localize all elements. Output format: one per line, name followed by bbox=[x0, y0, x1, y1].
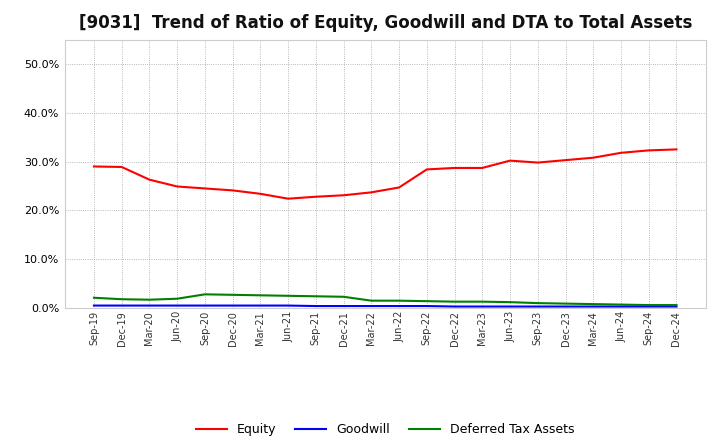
Goodwill bbox=[173, 303, 181, 308]
Goodwill bbox=[644, 304, 653, 309]
Goodwill bbox=[89, 303, 98, 308]
Equity bbox=[395, 185, 403, 190]
Goodwill bbox=[505, 304, 514, 309]
Legend: Equity, Goodwill, Deferred Tax Assets: Equity, Goodwill, Deferred Tax Assets bbox=[191, 418, 580, 440]
Deferred Tax Assets bbox=[616, 302, 625, 307]
Goodwill bbox=[534, 304, 542, 309]
Deferred Tax Assets bbox=[672, 302, 681, 308]
Goodwill bbox=[117, 303, 126, 308]
Equity bbox=[589, 155, 598, 160]
Goodwill bbox=[478, 304, 487, 309]
Equity bbox=[644, 148, 653, 153]
Deferred Tax Assets bbox=[505, 300, 514, 305]
Goodwill bbox=[201, 303, 210, 308]
Deferred Tax Assets bbox=[367, 298, 376, 303]
Equity bbox=[616, 150, 625, 155]
Deferred Tax Assets bbox=[589, 301, 598, 307]
Goodwill bbox=[367, 304, 376, 309]
Equity bbox=[173, 184, 181, 189]
Equity bbox=[339, 193, 348, 198]
Equity bbox=[284, 196, 292, 202]
Goodwill bbox=[395, 304, 403, 309]
Deferred Tax Assets bbox=[89, 295, 98, 301]
Equity bbox=[505, 158, 514, 163]
Equity bbox=[228, 188, 237, 193]
Deferred Tax Assets bbox=[339, 294, 348, 299]
Deferred Tax Assets bbox=[450, 299, 459, 304]
Equity bbox=[145, 177, 154, 182]
Equity bbox=[89, 164, 98, 169]
Goodwill bbox=[312, 304, 320, 309]
Deferred Tax Assets bbox=[228, 292, 237, 297]
Deferred Tax Assets bbox=[173, 296, 181, 301]
Deferred Tax Assets bbox=[117, 297, 126, 302]
Deferred Tax Assets bbox=[284, 293, 292, 298]
Equity bbox=[367, 190, 376, 195]
Equity bbox=[256, 191, 265, 196]
Deferred Tax Assets bbox=[423, 298, 431, 304]
Deferred Tax Assets bbox=[478, 299, 487, 304]
Equity bbox=[423, 167, 431, 172]
Title: [9031]  Trend of Ratio of Equity, Goodwill and DTA to Total Assets: [9031] Trend of Ratio of Equity, Goodwil… bbox=[78, 15, 692, 33]
Deferred Tax Assets bbox=[644, 302, 653, 308]
Equity bbox=[201, 186, 210, 191]
Goodwill bbox=[423, 304, 431, 309]
Equity bbox=[534, 160, 542, 165]
Goodwill bbox=[561, 304, 570, 309]
Deferred Tax Assets bbox=[534, 301, 542, 306]
Goodwill bbox=[616, 304, 625, 309]
Equity bbox=[561, 158, 570, 163]
Line: Equity: Equity bbox=[94, 150, 677, 199]
Equity bbox=[478, 165, 487, 171]
Equity bbox=[672, 147, 681, 152]
Deferred Tax Assets bbox=[312, 293, 320, 299]
Deferred Tax Assets bbox=[395, 298, 403, 303]
Equity bbox=[117, 164, 126, 169]
Goodwill bbox=[339, 304, 348, 309]
Goodwill bbox=[145, 303, 154, 308]
Line: Goodwill: Goodwill bbox=[94, 305, 677, 307]
Equity bbox=[312, 194, 320, 199]
Goodwill bbox=[228, 303, 237, 308]
Goodwill bbox=[450, 304, 459, 309]
Goodwill bbox=[589, 304, 598, 309]
Line: Deferred Tax Assets: Deferred Tax Assets bbox=[94, 294, 677, 305]
Deferred Tax Assets bbox=[561, 301, 570, 306]
Goodwill bbox=[672, 304, 681, 309]
Equity bbox=[450, 165, 459, 171]
Deferred Tax Assets bbox=[201, 292, 210, 297]
Deferred Tax Assets bbox=[256, 293, 265, 298]
Goodwill bbox=[284, 303, 292, 308]
Goodwill bbox=[256, 303, 265, 308]
Deferred Tax Assets bbox=[145, 297, 154, 302]
